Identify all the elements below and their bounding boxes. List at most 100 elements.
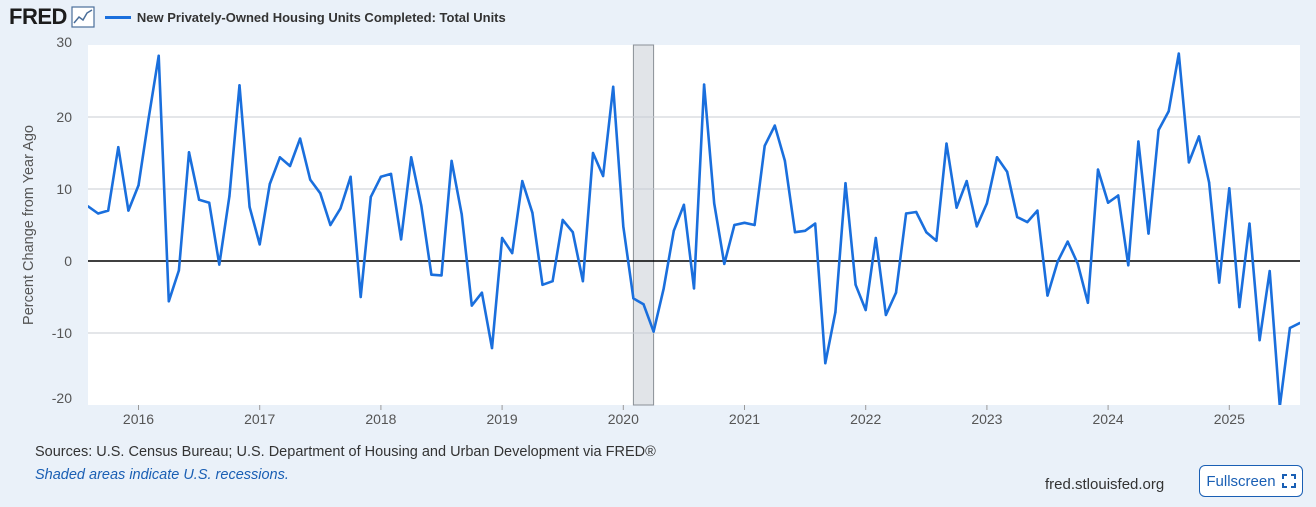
- series-point: [854, 283, 857, 286]
- series-point: [460, 213, 463, 216]
- series-point: [107, 209, 110, 212]
- series-point: [339, 207, 342, 210]
- series-point: [975, 225, 978, 228]
- series-point: [500, 236, 504, 240]
- series-point: [1177, 52, 1181, 55]
- series-point: [187, 151, 191, 154]
- site-link[interactable]: fred.stlouisfed.org: [1045, 476, 1165, 493]
- x-tick-label: 2017: [244, 411, 275, 427]
- series-point: [723, 262, 726, 266]
- series-point: [945, 142, 948, 145]
- x-tick-label: 2022: [850, 411, 881, 427]
- series-point: [1026, 220, 1029, 224]
- series-point: [551, 280, 554, 283]
- series-point: [430, 273, 433, 276]
- series-point: [450, 159, 453, 163]
- series-point: [197, 198, 201, 201]
- chart-title: New Privately-Owned Housing Units Comple…: [136, 9, 506, 25]
- grid-layer: [88, 116, 1300, 334]
- x-tick-label: 2019: [487, 411, 518, 427]
- fred-logo[interactable]: FRED: [9, 4, 67, 29]
- series-point: [1268, 269, 1271, 273]
- plot-background: [88, 45, 1300, 405]
- series-point: [1127, 264, 1130, 267]
- series-point: [258, 243, 261, 246]
- series-point: [531, 211, 534, 214]
- series-point: [713, 202, 716, 205]
- series-point: [329, 223, 332, 227]
- series-point: [399, 238, 403, 241]
- series-point: [117, 146, 120, 149]
- sources-text: Sources: U.S. Census Bureau; U.S. Depart…: [35, 444, 656, 460]
- series-point: [480, 291, 484, 294]
- series-point: [1086, 301, 1090, 304]
- series-point: [349, 175, 352, 178]
- expand-icon: [1281, 474, 1296, 488]
- series-point: [1096, 168, 1100, 171]
- series-point: [561, 218, 564, 222]
- series-point: [702, 83, 706, 86]
- series-point: [218, 263, 221, 266]
- series-point: [1248, 222, 1251, 225]
- series-point: [601, 174, 605, 178]
- series-point: [1036, 209, 1039, 212]
- series-point: [915, 210, 918, 214]
- series-point: [177, 269, 181, 272]
- series-point: [1066, 240, 1069, 243]
- series-point: [1106, 201, 1110, 204]
- series-point: [1207, 181, 1211, 184]
- series-point: [692, 287, 696, 290]
- x-tick-label: 2016: [123, 411, 154, 427]
- series-point: [985, 202, 989, 205]
- series-point: [440, 274, 443, 277]
- series-point: [652, 330, 655, 333]
- recession-shade: [632, 44, 655, 406]
- y-tick-label: -10: [52, 325, 72, 341]
- series-layer: [88, 52, 1300, 405]
- series-point: [925, 231, 928, 234]
- x-tick-label: 2023: [971, 411, 1002, 427]
- series-point: [642, 303, 645, 306]
- series-point: [743, 221, 746, 224]
- series-point: [521, 179, 524, 183]
- series-point: [995, 156, 999, 159]
- series-point: [288, 164, 292, 168]
- series-point: [88, 205, 90, 208]
- series-point: [763, 144, 766, 147]
- series-point: [1187, 161, 1191, 164]
- series-point: [773, 124, 776, 127]
- series-point: [1298, 321, 1300, 325]
- series-point: [1218, 281, 1221, 284]
- series-point: [278, 156, 282, 159]
- series-point: [248, 205, 251, 209]
- series-point: [157, 54, 160, 57]
- series-point: [420, 204, 423, 207]
- series-point: [96, 212, 100, 215]
- recession-shading-layer: [632, 44, 655, 406]
- x-axis-ticks: 2016 2017 2018 2019 2020 2021 2022 2023 2024 2025: [123, 405, 1245, 427]
- series-point: [591, 151, 595, 155]
- series-point: [864, 308, 867, 312]
- series-point: [1046, 294, 1049, 297]
- series-point: [410, 156, 413, 159]
- series-point: [1016, 215, 1019, 219]
- series-point: [874, 236, 877, 240]
- series-point: [935, 239, 938, 242]
- series-point: [1288, 326, 1292, 330]
- series-point: [268, 182, 271, 186]
- series-point: [622, 225, 625, 228]
- fullscreen-button[interactable]: Fullscreen: [1199, 465, 1303, 497]
- legend-series-swatch: [104, 15, 131, 19]
- series-point: [147, 117, 150, 120]
- series-point: [541, 283, 544, 286]
- series-point: [319, 192, 322, 195]
- series-point: [1056, 260, 1059, 263]
- series-point: [904, 212, 908, 215]
- y-tick-label: 30: [56, 34, 72, 50]
- series-point: [1167, 110, 1170, 113]
- x-tick-label: 2025: [1214, 411, 1245, 427]
- series-point: [490, 346, 494, 350]
- series-point: [137, 184, 140, 187]
- series-point: [783, 159, 787, 163]
- series-point: [1197, 135, 1201, 138]
